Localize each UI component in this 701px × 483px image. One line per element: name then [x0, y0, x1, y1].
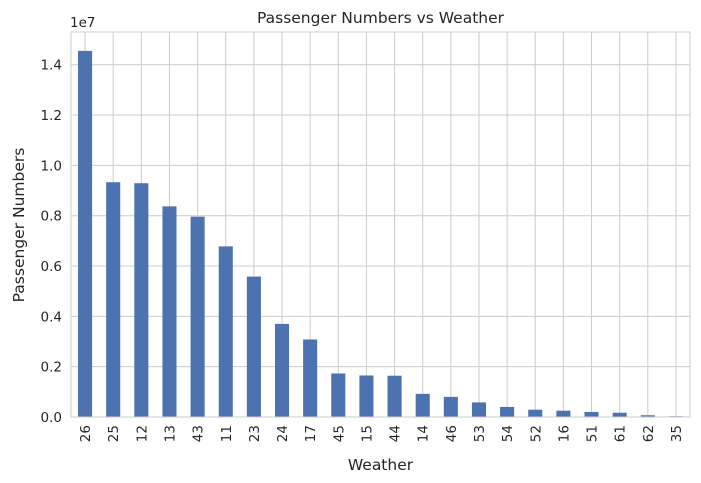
- bar-11: [218, 246, 233, 417]
- y-tick-label: 1.0: [41, 158, 62, 174]
- bar-15: [359, 375, 374, 417]
- x-tick-label: 16: [556, 425, 572, 442]
- bar-53: [471, 402, 487, 417]
- y-tick-label: 0.0: [41, 410, 62, 426]
- y-axis-label: Passenger Numbers: [10, 148, 28, 303]
- x-tick-label: 61: [613, 425, 629, 442]
- plot-frame: [70, 31, 691, 418]
- y-tick-label: 0.2: [41, 360, 62, 376]
- bars: [78, 50, 683, 417]
- x-tick-label: 24: [275, 425, 291, 442]
- y-tick-label: 1.2: [41, 108, 62, 124]
- x-axis-label: Weather: [348, 456, 414, 474]
- bar-17: [303, 339, 318, 417]
- x-tick-label: 45: [331, 425, 347, 442]
- x-tick-label: 44: [388, 425, 404, 442]
- x-tick-label: 11: [219, 425, 235, 442]
- bar-24: [274, 323, 290, 417]
- bar-45: [331, 373, 346, 417]
- bar-62: [640, 415, 655, 417]
- bar-16: [556, 410, 571, 417]
- bar-13: [162, 206, 177, 417]
- x-tick-label: 35: [669, 425, 685, 442]
- x-tick-labels: 26 25 12 13 43 11 23 24 17 45 15 44 14 46 53 54 52 16 51 61…: [78, 425, 685, 442]
- y-axis-offset-label: 1e7: [70, 15, 95, 31]
- x-tick-label: 15: [359, 425, 375, 442]
- bar-43: [190, 216, 205, 417]
- y-tick-labels: 0.0 0.2 0.4 0.6 0.8 1.0 1.2 1.4: [41, 58, 62, 426]
- bar-12: [134, 183, 149, 417]
- bar-14: [415, 393, 430, 417]
- x-tick-label: 54: [500, 425, 516, 442]
- x-tick-label: 13: [162, 425, 178, 442]
- bar-26: [78, 50, 93, 417]
- y-tick-label: 1.4: [41, 58, 62, 74]
- bar-51: [584, 411, 599, 417]
- x-tick-label: 12: [134, 425, 150, 442]
- x-tick-label: 43: [191, 425, 207, 442]
- x-tick-label: 25: [106, 425, 122, 442]
- chart-title: Passenger Numbers vs Weather: [257, 9, 505, 27]
- y-tick-label: 0.8: [41, 209, 62, 225]
- bar-46: [443, 396, 458, 417]
- x-tick-label: 46: [444, 425, 460, 442]
- bar-54: [500, 406, 515, 417]
- x-tick-label: 14: [416, 425, 432, 442]
- y-tick-label: 0.6: [41, 259, 62, 275]
- x-tick-label: 53: [472, 425, 488, 442]
- x-tick-label: 62: [641, 425, 657, 442]
- bar-61: [612, 412, 627, 417]
- x-tick-label: 51: [585, 425, 601, 442]
- y-tick-label: 0.4: [41, 309, 62, 325]
- x-tick-label: 26: [78, 425, 94, 442]
- bar-25: [106, 182, 121, 417]
- x-tick-label: 52: [528, 425, 544, 442]
- x-tick-label: 23: [247, 425, 263, 442]
- bar-44: [387, 375, 402, 417]
- x-tick-label: 17: [303, 425, 319, 442]
- bar-52: [528, 409, 543, 417]
- bar-23: [246, 276, 261, 417]
